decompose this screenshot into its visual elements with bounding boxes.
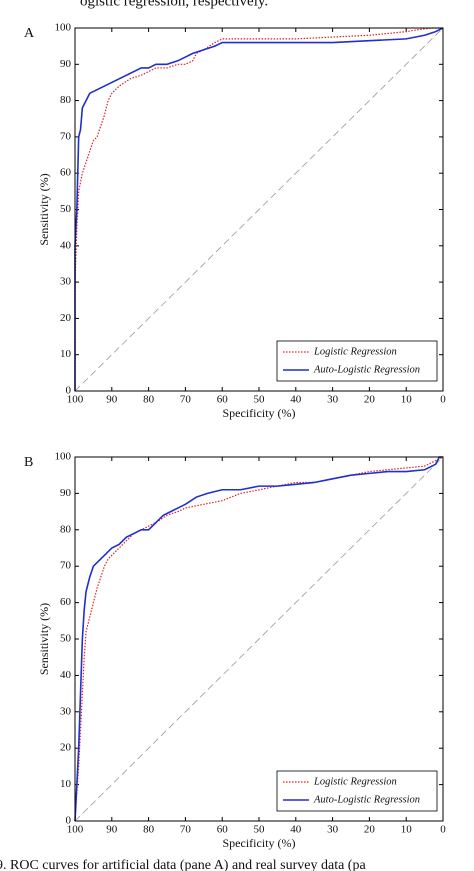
y-axis-label: Sensitivity (%)	[37, 173, 51, 245]
x-tick-label: 70	[180, 824, 192, 836]
roc-curve	[74, 27, 443, 391]
reference-line	[74, 27, 444, 392]
y-tick-label: 70	[60, 560, 72, 572]
y-tick-label: 40	[60, 669, 72, 681]
legend-box	[276, 770, 438, 812]
x-tick-label: 20	[364, 394, 376, 406]
y-tick-label: 50	[60, 633, 72, 645]
x-tick-label: 50	[254, 824, 266, 836]
roc-curve	[74, 27, 444, 391]
y-tick-label: 0	[66, 385, 72, 397]
x-tick-label: 60	[217, 394, 229, 406]
x-tick-label: 70	[180, 394, 192, 406]
caption: 9. ROC curves for artificial data (pane …	[0, 858, 366, 871]
x-tick-label: 50	[254, 394, 266, 406]
y-tick-label: 30	[60, 276, 72, 288]
y-tick-label: 20	[60, 742, 72, 754]
y-tick-label: 90	[60, 487, 72, 499]
y-tick-label: 30	[60, 705, 72, 717]
y-tick-label: 100	[55, 22, 72, 34]
x-tick-label: 40	[290, 824, 302, 836]
legend-box	[276, 340, 438, 382]
x-axis-label: Specificity (%)	[223, 406, 296, 420]
y-tick-label: 20	[60, 312, 72, 324]
legend-label: Auto-Logistic Regression	[313, 794, 420, 805]
x-tick-label: 90	[106, 824, 118, 836]
x-tick-label: 90	[106, 394, 118, 406]
legend-label: Logistic Regression	[313, 776, 397, 787]
y-tick-label: 40	[60, 239, 72, 251]
y-tick-label: 80	[60, 94, 72, 106]
y-tick-label: 10	[60, 348, 72, 360]
x-tick-label: 80	[143, 394, 155, 406]
plot-frame	[74, 27, 444, 392]
x-tick-label: 30	[327, 824, 339, 836]
panel-label: A	[24, 26, 35, 41]
y-axis-label: Sensitivity (%)	[37, 603, 51, 675]
text-above: ogistic regression, respectively.	[80, 0, 268, 9]
x-tick-label: 100	[67, 824, 84, 836]
y-tick-label: 10	[60, 778, 72, 790]
x-tick-label: 10	[401, 824, 413, 836]
x-tick-label: 30	[327, 394, 339, 406]
x-tick-label: 20	[364, 824, 376, 836]
y-tick-label: 70	[60, 130, 72, 142]
y-tick-label: 80	[60, 523, 72, 535]
y-tick-label: 60	[60, 167, 72, 179]
panel-label: B	[24, 455, 33, 470]
x-tick-label: 0	[440, 824, 446, 836]
x-tick-label: 10	[401, 394, 413, 406]
x-tick-label: 0	[440, 394, 446, 406]
roc-curve	[74, 456, 443, 822]
y-tick-label: 50	[60, 203, 72, 215]
x-axis-label: Specificity (%)	[223, 836, 296, 850]
x-tick-label: 80	[143, 824, 155, 836]
legend-label: Auto-Logistic Regression	[313, 364, 420, 375]
y-tick-label: 100	[55, 451, 72, 463]
x-tick-label: 40	[290, 394, 302, 406]
x-tick-label: 60	[217, 824, 229, 836]
x-tick-label: 100	[67, 394, 84, 406]
reference-line	[74, 456, 444, 822]
y-tick-label: 90	[60, 58, 72, 70]
legend-label: Logistic Regression	[313, 346, 397, 357]
y-tick-label: 0	[66, 815, 72, 827]
y-tick-label: 60	[60, 596, 72, 608]
plot-frame	[74, 456, 444, 822]
